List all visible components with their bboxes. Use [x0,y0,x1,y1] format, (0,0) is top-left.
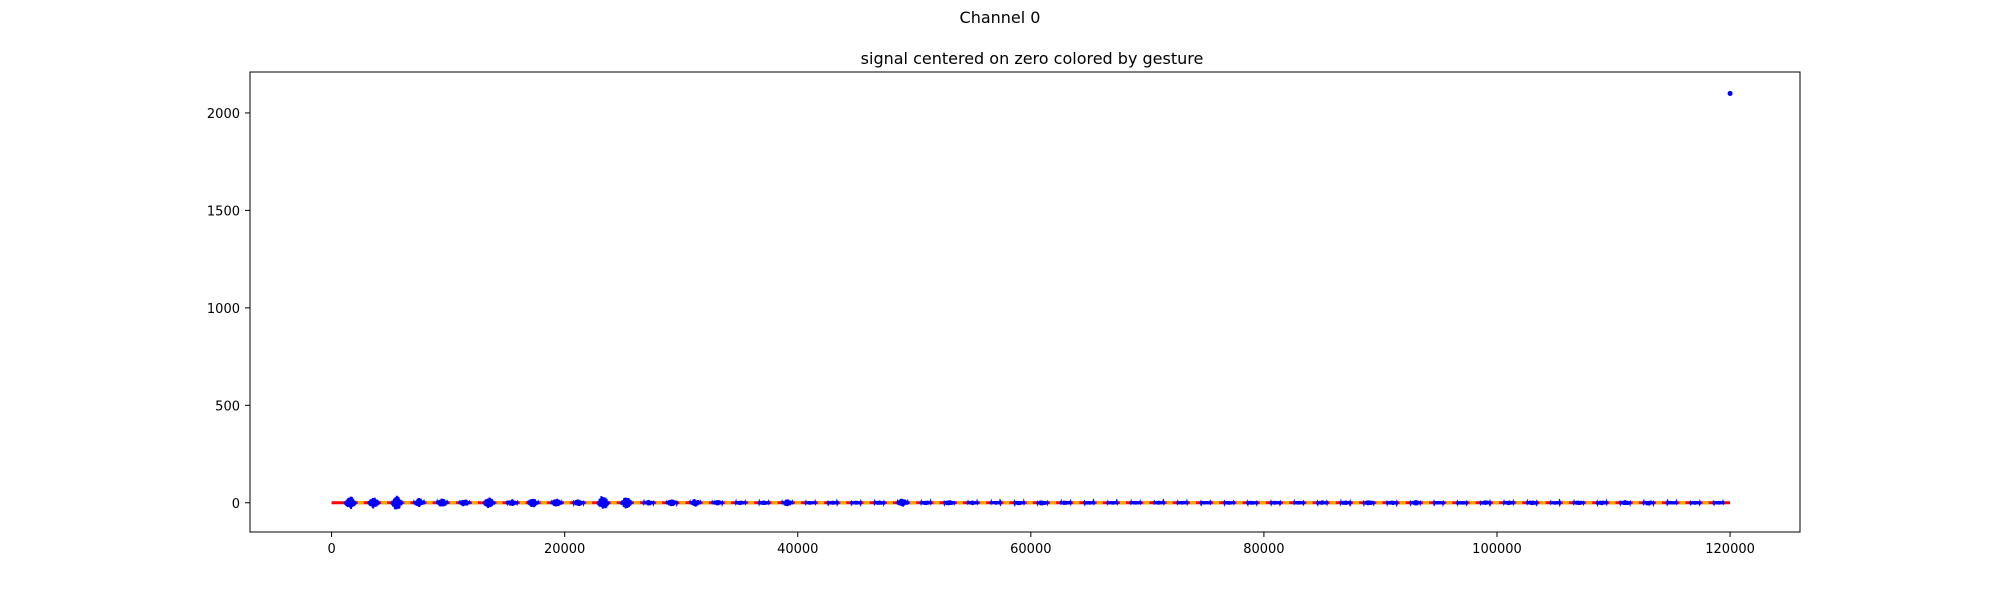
x-axis: 0 20000 40000 60000 80000 100000 120000 [327,532,1755,557]
y-axis: 0 500 1000 1500 2000 [207,107,250,512]
x-tick-label: 20000 [544,542,585,557]
x-tick-label: 60000 [1010,542,1051,557]
plot-content [331,90,1733,510]
y-tick-label: 0 [232,497,240,512]
figure-suptitle: Channel 0 [959,8,1041,27]
x-tick-label: 40000 [777,542,818,557]
axes-frame [249,71,1801,533]
y-tick-label: 1000 [207,302,240,317]
x-tick-label: 120000 [1705,542,1755,557]
y-tick-label: 1500 [207,204,240,219]
x-tick-label: 80000 [1243,542,1284,557]
series-blue-burst [596,496,610,509]
series-blue-burst [343,496,357,509]
y-tick-label: 500 [215,399,240,414]
x-tick-label: 100000 [1472,542,1522,557]
y-tick-label: 2000 [207,107,240,122]
series-blue-outlier-point [1727,90,1733,96]
chart-title: signal centered on zero colored by gestu… [861,49,1204,68]
x-tick-label: 0 [327,542,335,557]
